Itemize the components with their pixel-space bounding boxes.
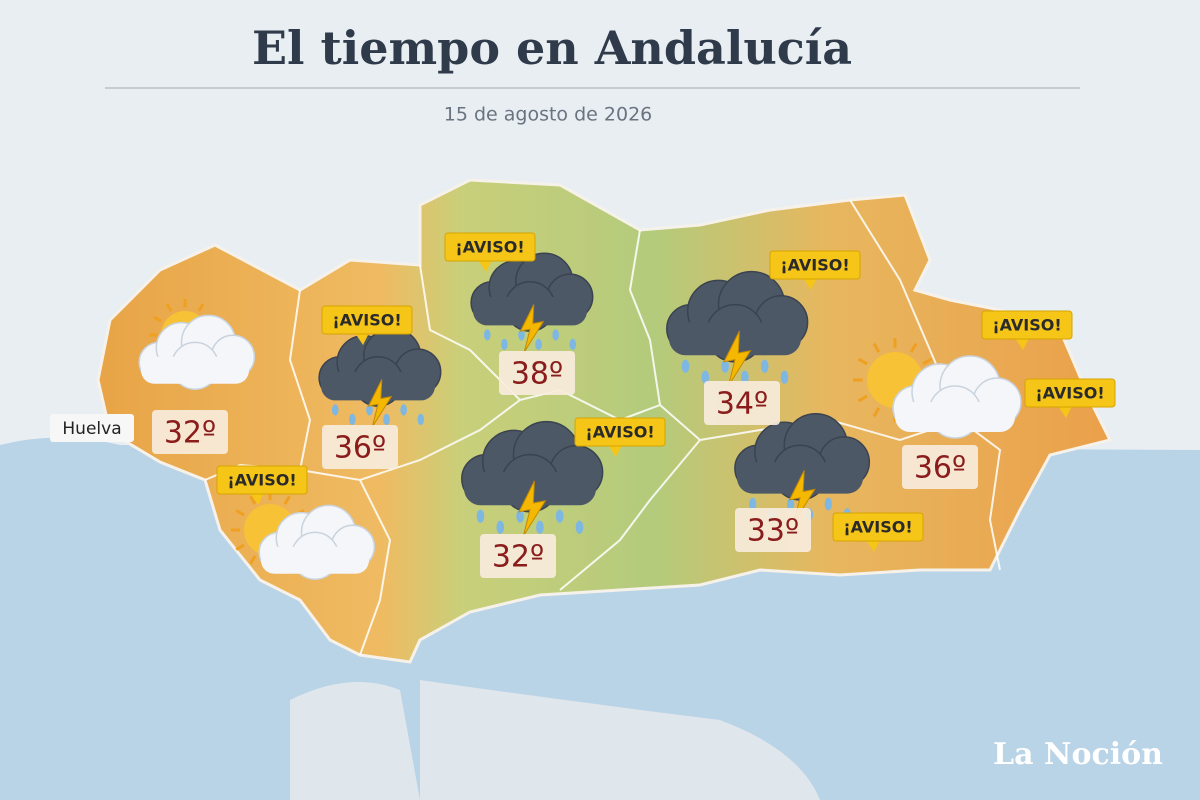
warning-box	[574, 417, 666, 447]
sun-ray	[283, 495, 291, 505]
sun-ray	[872, 407, 881, 418]
raindrop	[786, 497, 795, 511]
warning: ¡AVISO!	[227, 471, 296, 490]
temperature: 38º	[511, 357, 563, 392]
sun-ray	[857, 357, 868, 366]
raindrop	[555, 509, 564, 523]
raindrop	[575, 520, 584, 534]
temp-box	[704, 381, 780, 425]
warning-pointer	[355, 333, 369, 345]
cloud	[892, 355, 1022, 439]
raindrop	[552, 329, 559, 341]
warning-pointer	[478, 260, 492, 272]
cloud	[666, 270, 809, 363]
cloud	[734, 413, 871, 501]
raindrop	[476, 509, 485, 523]
raindrop	[760, 359, 769, 373]
warning-pointer	[1015, 338, 1029, 350]
raindrop	[824, 497, 833, 511]
raindrop	[331, 404, 339, 416]
warning: ¡AVISO!	[585, 423, 654, 442]
cloud-base	[895, 402, 1015, 432]
sun-ray	[235, 509, 245, 517]
raindrop	[681, 359, 690, 373]
raindrop	[501, 338, 508, 351]
sun-ray	[197, 303, 205, 312]
sun-ray	[857, 394, 868, 403]
sun-ray	[922, 357, 933, 366]
temp-box	[735, 508, 811, 552]
raindrop	[366, 404, 373, 416]
sun-ray	[249, 495, 257, 505]
warning-box	[444, 232, 536, 262]
warning-pointer	[608, 445, 622, 457]
sun-ray	[235, 543, 245, 551]
raindrop	[400, 404, 407, 416]
raindrop	[417, 413, 425, 426]
raindrop	[701, 370, 710, 384]
raindrop	[780, 370, 789, 384]
sun-ray	[872, 342, 881, 353]
sun-ray	[165, 303, 173, 312]
raindrop	[749, 497, 757, 511]
warning-box	[769, 250, 861, 280]
weather-icons	[138, 252, 1022, 580]
date: 15 de agosto de 2026	[444, 104, 653, 126]
raindrop	[483, 329, 491, 341]
sun-ray	[153, 315, 162, 323]
warning-pointer	[250, 493, 264, 505]
temperature: 33º	[747, 514, 799, 549]
cloud	[470, 252, 594, 332]
temp-box	[499, 351, 575, 395]
cloud-base	[141, 356, 249, 384]
warning-pointer	[1058, 406, 1072, 418]
raindrop	[741, 370, 749, 384]
sun-ray	[249, 555, 257, 565]
raindrop	[536, 520, 544, 534]
cloud	[258, 504, 376, 580]
warning: ¡AVISO!	[843, 518, 912, 537]
temperature: 32º	[164, 416, 216, 451]
warning: ¡AVISO!	[1035, 384, 1104, 403]
raindrop	[349, 413, 356, 426]
warning: ¡AVISO!	[992, 316, 1061, 335]
warning: ¡AVISO!	[332, 311, 401, 330]
title: El tiempo en Andalucía	[252, 21, 852, 75]
temperature: 36º	[334, 431, 386, 466]
temp-box	[480, 534, 556, 578]
city-box	[50, 414, 134, 442]
raindrop	[496, 520, 505, 534]
temperature: 36º	[914, 451, 966, 486]
raindrop	[383, 413, 390, 426]
temp-box	[322, 425, 398, 469]
raindrop	[518, 329, 525, 341]
raindrop	[516, 509, 524, 523]
warning: ¡AVISO!	[780, 256, 849, 275]
cloud	[138, 314, 256, 390]
temperature: 32º	[492, 540, 544, 575]
warning-pointer	[803, 278, 817, 290]
temp-box	[902, 445, 978, 489]
raindrop	[569, 338, 577, 351]
africa-coast	[290, 680, 820, 800]
brand: La Noción	[993, 737, 1163, 772]
raindrop	[535, 338, 542, 351]
warning-box	[981, 310, 1073, 340]
sun-ray	[909, 342, 918, 353]
raindrop	[721, 359, 729, 373]
labels: 32º 36º 38º 34º 33º 36º 32º ¡AVISO! ¡AVISO! ¡AVIS…	[152, 232, 1116, 578]
cloud	[318, 327, 442, 407]
warning-box	[1024, 378, 1116, 408]
warning: ¡AVISO!	[455, 238, 524, 257]
city-label: Huelva	[62, 419, 121, 439]
cloud-base	[261, 546, 369, 574]
warning-pointer	[866, 540, 880, 552]
warning-box	[216, 465, 308, 495]
temp-box	[152, 410, 228, 454]
warning-box	[832, 512, 924, 542]
temperature: 34º	[716, 387, 768, 422]
warning-box	[321, 305, 413, 335]
